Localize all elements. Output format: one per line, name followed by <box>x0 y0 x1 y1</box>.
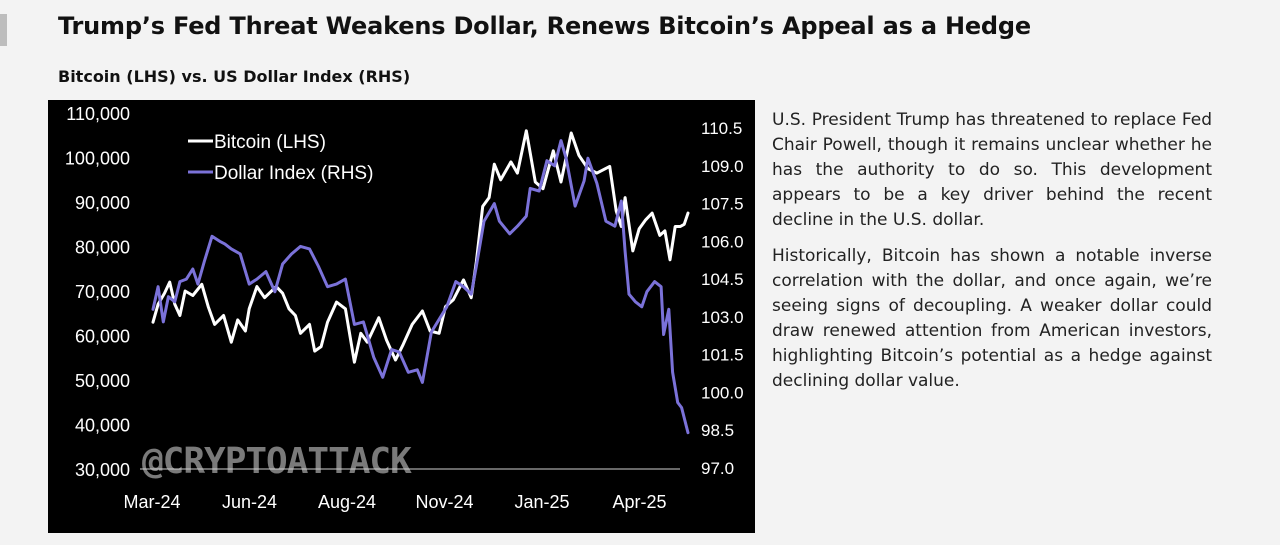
y-right-tick-label: 103.0 <box>701 308 744 327</box>
y-right-tick-label: 109.0 <box>701 157 744 176</box>
x-tick-label: Mar-24 <box>123 492 180 512</box>
y-right-tick-label: 101.5 <box>701 346 744 365</box>
description: U.S. President Trump has threatened to r… <box>772 108 1212 405</box>
y-left-tick-label: 90,000 <box>75 193 130 213</box>
y-left-tick-label: 60,000 <box>75 327 130 347</box>
x-tick-label: Jun-24 <box>222 492 277 512</box>
y-right-tick-label: 98.5 <box>701 421 734 440</box>
left-accent-bar <box>0 14 7 46</box>
y-left-tick-label: 70,000 <box>75 282 130 302</box>
bitcoin-series-line <box>151 129 690 364</box>
y-right-tick-label: 97.0 <box>701 459 734 478</box>
dollar-series-line <box>151 139 690 435</box>
description-paragraph-1: U.S. President Trump has threatened to r… <box>772 110 1212 230</box>
y-left-tick-label: 80,000 <box>75 238 130 258</box>
y-left-tick-label: 30,000 <box>75 460 130 480</box>
page-title: Trump’s Fed Threat Weakens Dollar, Renew… <box>58 12 1031 40</box>
chart-panel: @CRYPTOATTACK 30,000 40,000 50,000 60,000 70,… <box>48 100 755 533</box>
description-paragraph-2: Historically, Bitcoin has shown a notabl… <box>772 246 1212 391</box>
legend-label: Dollar Index (RHS) <box>214 163 373 184</box>
watermark-text: @CRYPTOATTACK <box>142 441 412 482</box>
x-tick-label: Jan-25 <box>514 492 569 512</box>
y-right-tick-label: 104.5 <box>701 270 744 289</box>
y-left-tick-label: 110,000 <box>66 104 130 124</box>
y-right-tick-label: 107.5 <box>701 195 744 214</box>
chart-subtitle: Bitcoin (LHS) vs. US Dollar Index (RHS) <box>58 67 411 86</box>
y-right-tick-label: 100.0 <box>701 383 744 402</box>
line-chart: @CRYPTOATTACK 30,000 40,000 50,000 60,000 70,… <box>65 104 744 512</box>
y-left-tick-label: 50,000 <box>75 371 130 391</box>
legend-label: Bitcoin (LHS) <box>214 132 326 153</box>
x-tick-label: Apr-25 <box>612 492 666 512</box>
y-right-tick-label: 110.5 <box>701 119 742 138</box>
x-tick-label: Aug-24 <box>318 492 376 512</box>
y-left-tick-label: 100,000 <box>65 149 130 169</box>
x-tick-label: Nov-24 <box>415 492 473 512</box>
y-left-tick-label: 40,000 <box>75 416 130 436</box>
y-right-tick-label: 106.0 <box>701 232 744 251</box>
